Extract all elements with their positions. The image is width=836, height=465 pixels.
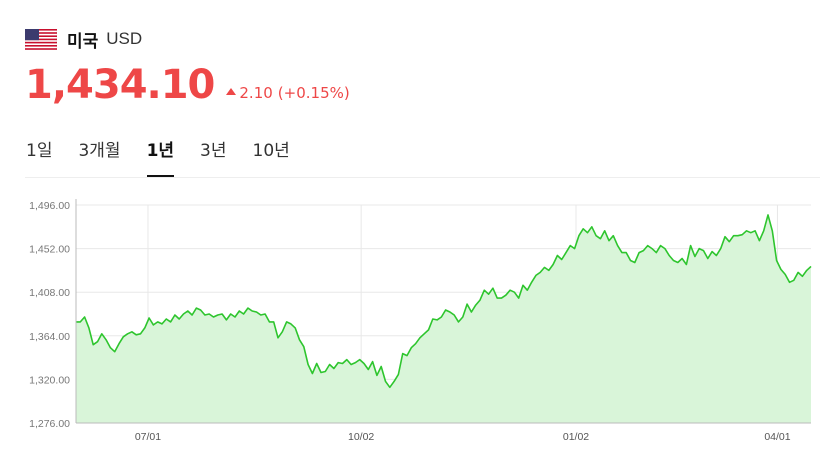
y-tick-label: 1,496.00 <box>29 200 70 212</box>
tab-3m[interactable]: 3개월 <box>78 141 121 161</box>
tab-10y[interactable]: 10년 <box>252 141 290 161</box>
tab-3y[interactable]: 3년 <box>200 141 227 161</box>
country-name: 미국 <box>67 31 99 52</box>
y-tick-label: 1,276.00 <box>29 418 70 430</box>
change-percent: (+0.15%) <box>277 84 350 102</box>
us-flag-icon <box>25 28 57 50</box>
x-tick-label: 10/02 <box>348 431 374 443</box>
series-line <box>76 214 812 389</box>
x-tick-label: 01/02 <box>563 431 589 443</box>
current-price: 1,434.10 <box>25 62 215 108</box>
series-area <box>76 214 811 423</box>
x-tick-label: 04/01 <box>764 431 790 443</box>
currency-header: 미국 USD <box>25 26 142 52</box>
exchange-rate-chart: 1,496.00 1,452.00 1,408.00 1,364.00 1,320.00… <box>29 199 812 443</box>
price-change: 2.10 (+0.15%) <box>226 84 350 102</box>
quote-row: 1,434.10 2.10 (+0.15%) <box>25 62 350 108</box>
y-tick-label: 1,320.00 <box>29 374 70 386</box>
x-tick-label: 07/01 <box>135 431 161 443</box>
y-tick-label: 1,452.00 <box>29 244 70 256</box>
change-value: 2.10 <box>239 84 273 102</box>
triangle-up-icon <box>226 88 237 95</box>
y-tick-label: 1,408.00 <box>29 287 70 299</box>
tab-1y[interactable]: 1년 <box>146 136 175 177</box>
tabs-divider <box>25 177 820 178</box>
period-tabs: 1일 3개월 1년 3년 10년 <box>26 136 316 177</box>
tab-1d[interactable]: 1일 <box>26 141 53 161</box>
y-tick-label: 1,364.00 <box>29 331 70 343</box>
currency-code: USD <box>106 29 143 48</box>
